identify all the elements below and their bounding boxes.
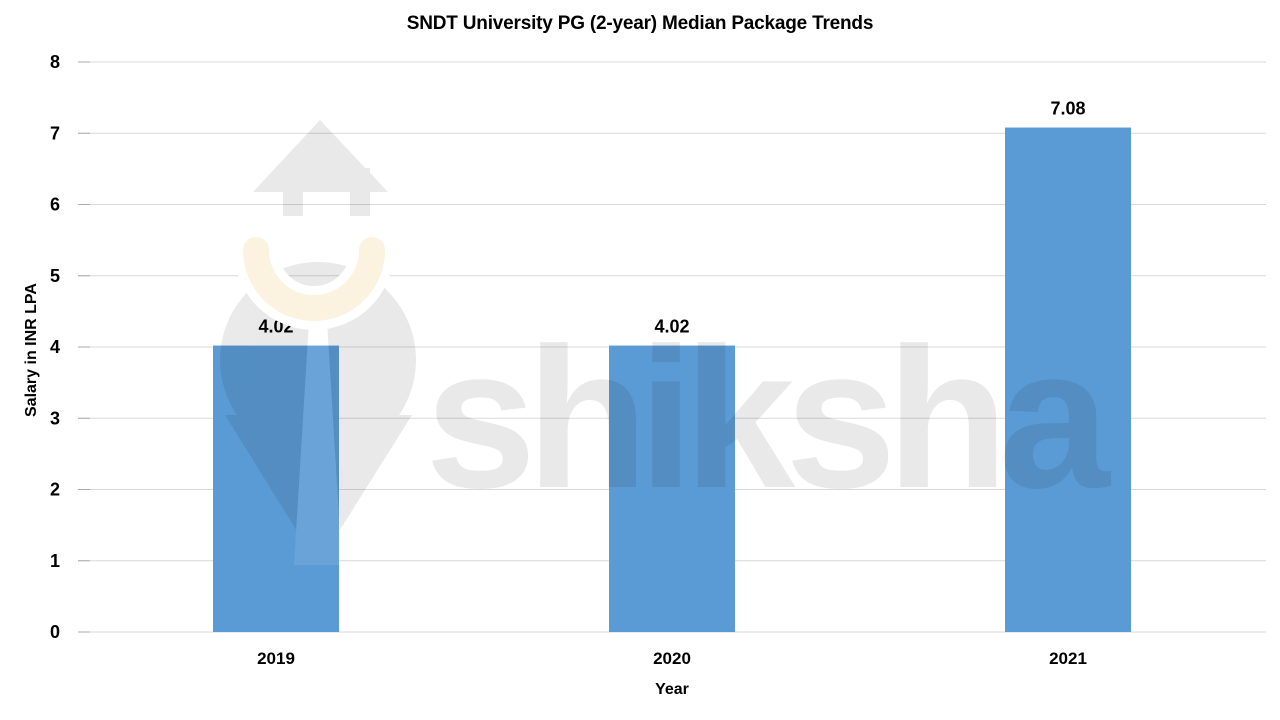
bar-2021 (1005, 127, 1131, 633)
y-tick-label: 0 (50, 622, 60, 642)
x-axis-title: Year (655, 681, 689, 698)
y-tick-label: 6 (50, 195, 60, 215)
bar-data-label: 7.08 (1050, 99, 1085, 119)
y-tick-label: 7 (50, 123, 60, 143)
bar-2019 (213, 345, 339, 632)
bar-data-label: 4.02 (258, 317, 293, 337)
y-tick-label: 8 (50, 52, 60, 72)
x-tick-label: 2019 (257, 649, 295, 668)
bar-data-label: 4.02 (654, 317, 689, 337)
chart-title: SNDT University PG (2-year) Median Packa… (406, 13, 874, 34)
x-tick-label: 2020 (653, 649, 691, 668)
y-tick-label: 2 (50, 480, 60, 500)
x-tick-label: 2021 (1049, 649, 1087, 668)
y-tick-label: 3 (50, 408, 60, 428)
y-tick-label: 4 (50, 337, 60, 357)
y-tick-label: 1 (50, 551, 60, 571)
bar-2020 (609, 345, 735, 632)
y-tick-label: 5 (50, 266, 60, 286)
